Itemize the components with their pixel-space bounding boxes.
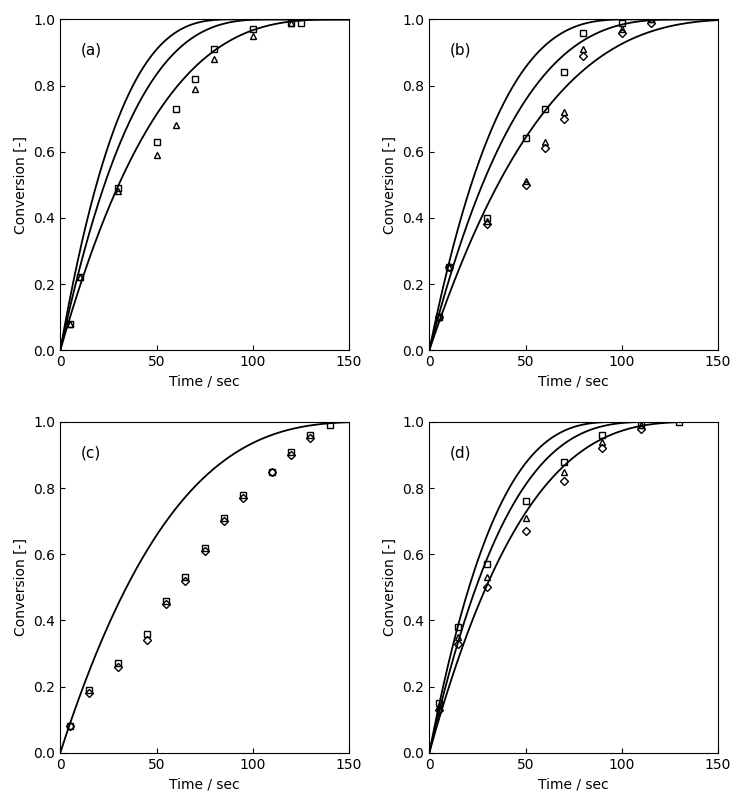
Y-axis label: Conversion [-]: Conversion [-]: [14, 539, 28, 636]
Y-axis label: Conversion [-]: Conversion [-]: [383, 136, 397, 233]
X-axis label: Time / sec: Time / sec: [539, 777, 609, 791]
X-axis label: Time / sec: Time / sec: [169, 777, 240, 791]
Text: (a): (a): [80, 43, 101, 57]
X-axis label: Time / sec: Time / sec: [539, 374, 609, 389]
Y-axis label: Conversion [-]: Conversion [-]: [383, 539, 397, 636]
Text: (c): (c): [80, 445, 101, 460]
X-axis label: Time / sec: Time / sec: [169, 374, 240, 389]
Text: (b): (b): [449, 43, 471, 57]
Text: (d): (d): [449, 445, 471, 460]
Y-axis label: Conversion [-]: Conversion [-]: [14, 136, 28, 233]
